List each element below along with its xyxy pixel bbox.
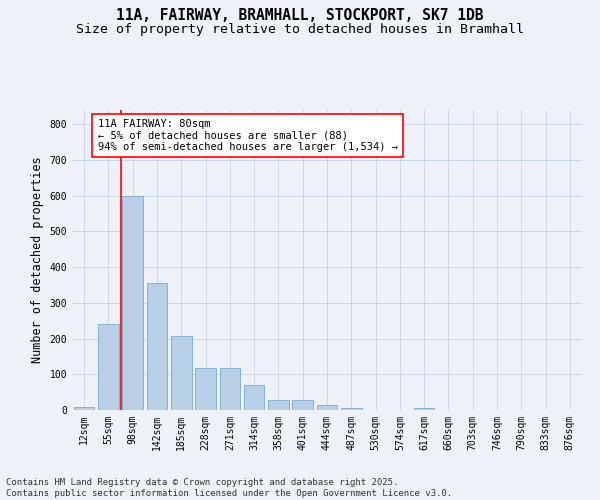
- Text: Size of property relative to detached houses in Bramhall: Size of property relative to detached ho…: [76, 22, 524, 36]
- Bar: [195, 368, 216, 410]
- Y-axis label: Number of detached properties: Number of detached properties: [31, 156, 44, 364]
- Bar: [146, 283, 167, 410]
- Bar: [341, 408, 362, 410]
- Bar: [98, 324, 119, 410]
- Text: 11A, FAIRWAY, BRAMHALL, STOCKPORT, SK7 1DB: 11A, FAIRWAY, BRAMHALL, STOCKPORT, SK7 1…: [116, 8, 484, 22]
- Text: 11A FAIRWAY: 80sqm
← 5% of detached houses are smaller (88)
94% of semi-detached: 11A FAIRWAY: 80sqm ← 5% of detached hous…: [97, 119, 398, 152]
- Bar: [122, 196, 143, 410]
- Bar: [220, 368, 240, 410]
- Text: Contains HM Land Registry data © Crown copyright and database right 2025.
Contai: Contains HM Land Registry data © Crown c…: [6, 478, 452, 498]
- Bar: [414, 408, 434, 410]
- Bar: [268, 400, 289, 410]
- Bar: [74, 407, 94, 410]
- Bar: [244, 385, 265, 410]
- Bar: [171, 336, 191, 410]
- Bar: [317, 405, 337, 410]
- Bar: [292, 400, 313, 410]
